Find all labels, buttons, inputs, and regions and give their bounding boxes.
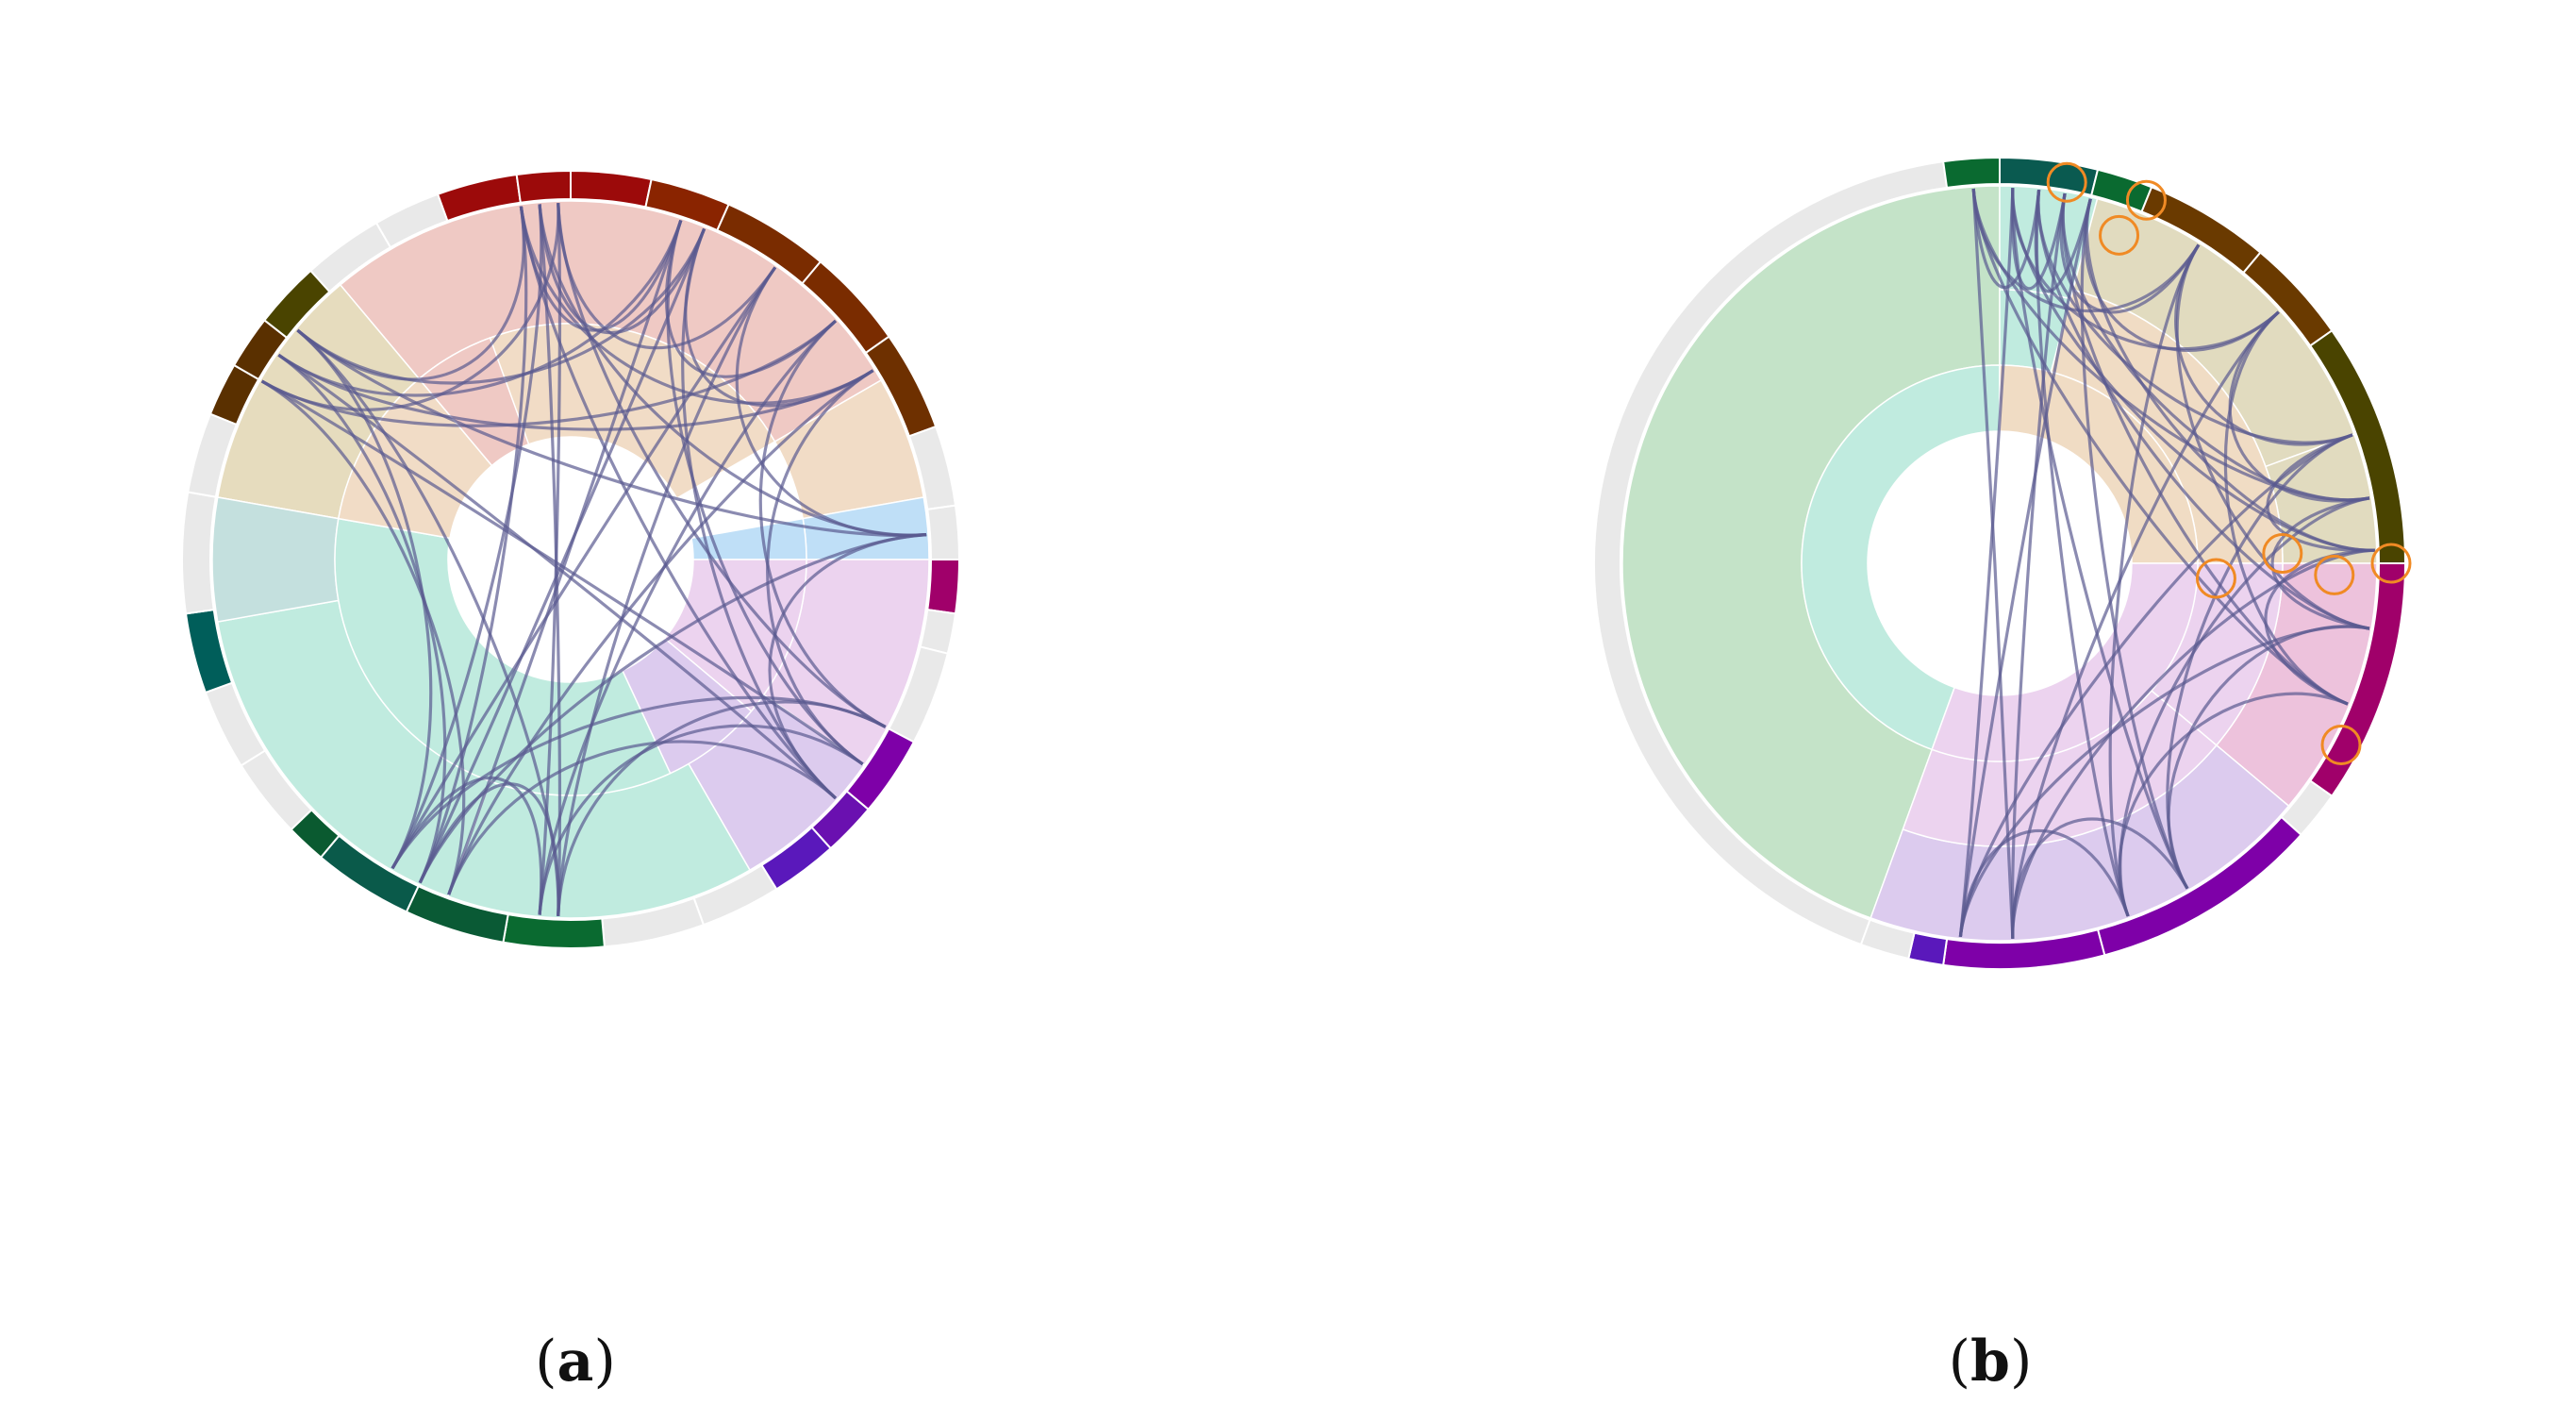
highlight-circle — [2314, 554, 2355, 595]
panel-caption-a: (a) — [535, 1329, 616, 1395]
edge-curve — [2266, 433, 2375, 552]
highlight-circle — [2370, 543, 2412, 584]
chord-diagram-a — [181, 169, 961, 949]
edge-curve — [1971, 188, 2015, 939]
edge-curve — [418, 533, 927, 884]
edge-curve — [260, 379, 864, 766]
edge-curve — [2174, 243, 2353, 446]
outer-ring-segment — [515, 169, 572, 204]
outer-ring-segment — [374, 192, 449, 249]
edge-curve — [1958, 198, 2092, 937]
edge-curve — [447, 740, 837, 895]
edge-curve — [2270, 496, 2370, 630]
edge-curve — [391, 266, 777, 870]
panel-caption-b: (b) — [1948, 1329, 2033, 1395]
edge-curve — [2011, 310, 2280, 939]
edge-curve — [2035, 190, 2130, 917]
region-sector — [211, 496, 340, 623]
highlight-circle — [2262, 533, 2303, 575]
edge-curve — [296, 227, 706, 385]
edge-curve — [296, 328, 560, 916]
edge-curve — [260, 319, 837, 427]
edge-curve — [666, 220, 864, 766]
panel-caption-b-letter: b — [1970, 1329, 2010, 1395]
outer-ring-segment — [926, 559, 961, 615]
edge-curve — [1958, 188, 2015, 937]
edge-curve — [2084, 198, 2280, 352]
edge-curve — [2011, 188, 2189, 890]
edge-curve — [2118, 692, 2349, 917]
outer-ring-segment — [502, 913, 606, 949]
panel-caption-a-letter: a — [557, 1329, 594, 1395]
edge-curve — [766, 369, 874, 766]
edge-curve — [2010, 192, 2067, 939]
outer-ring-segment — [1859, 918, 1916, 961]
edge-curve — [1958, 625, 2370, 937]
region-sector — [1801, 364, 2001, 751]
edge-curve — [447, 220, 683, 895]
edge-curve — [538, 204, 706, 335]
edge-curve — [2061, 192, 2349, 706]
outer-ring-segment — [919, 609, 957, 655]
edge-curve — [2061, 192, 2370, 502]
edge-curve — [418, 227, 706, 884]
highlight-circle — [2099, 214, 2140, 256]
edge-curve — [277, 353, 874, 431]
edge-curve — [277, 353, 837, 800]
edge-curve — [418, 206, 528, 884]
outer-ring-segment — [926, 504, 961, 560]
edge-curve — [2175, 243, 2370, 630]
edge-curve — [2085, 198, 2375, 552]
edge-curve — [391, 776, 543, 915]
outer-ring-segment — [1942, 156, 2001, 190]
highlight-circle — [2046, 161, 2087, 203]
highlight-circle — [2125, 179, 2167, 221]
highlight-circle — [2195, 558, 2236, 599]
edge-curve — [391, 695, 887, 870]
region-sector — [418, 337, 530, 467]
edge-curve — [277, 220, 683, 397]
edge-curve — [557, 266, 777, 916]
edge-curve — [2011, 817, 2189, 939]
outer-ring-segment — [181, 491, 217, 615]
edge-curve — [538, 203, 562, 915]
edge-curve — [391, 204, 543, 870]
edge-curve — [665, 220, 837, 378]
edge-curve — [296, 328, 927, 538]
chord-diagram-b — [1593, 156, 2412, 970]
edge-curve — [2059, 192, 2201, 314]
edge-curve — [758, 319, 887, 728]
edge-curve — [2011, 548, 2375, 939]
edge-curve — [735, 266, 927, 537]
highlight-circle — [2320, 724, 2362, 765]
edge-curve — [296, 328, 433, 870]
edge-curve — [2080, 198, 2189, 890]
edge-curve — [447, 369, 874, 895]
edge-curve — [1958, 828, 2130, 937]
